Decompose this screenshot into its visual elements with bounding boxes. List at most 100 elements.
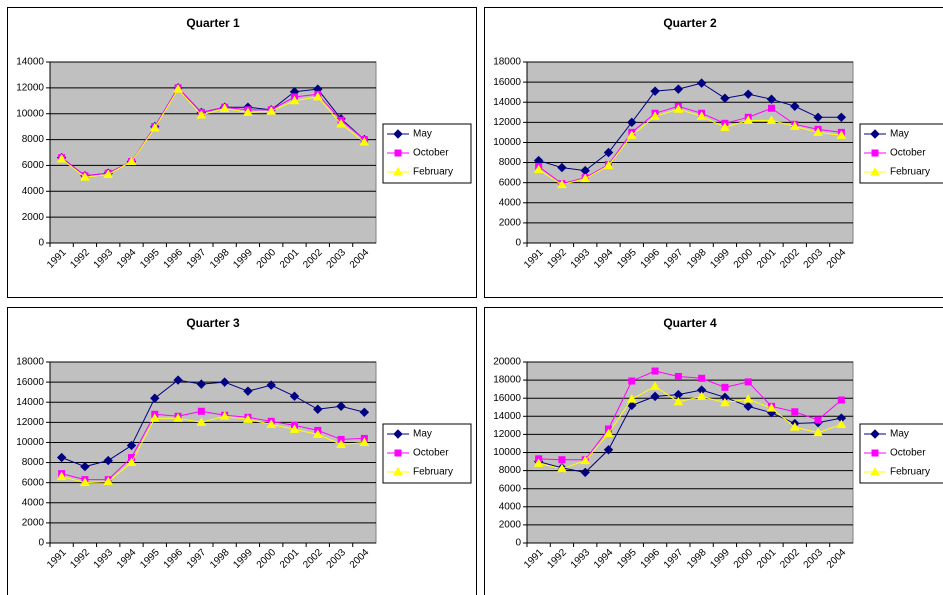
marker [721, 383, 729, 391]
marker [393, 429, 403, 439]
marker [696, 391, 707, 400]
marker [673, 104, 684, 113]
marker [651, 367, 659, 375]
plot-area [49, 361, 377, 544]
marker [103, 455, 113, 466]
series-line [538, 385, 842, 470]
marker [791, 408, 799, 416]
y-tick-label: 4000 [499, 197, 522, 208]
y-tick-label: 4000 [22, 186, 45, 197]
y-tick-label: 6000 [22, 160, 45, 171]
series-line [538, 108, 842, 186]
series-line [538, 82, 842, 172]
marker [243, 414, 253, 423]
legend-label: October [890, 448, 926, 459]
marker [650, 111, 660, 120]
marker [289, 95, 300, 105]
series-line [61, 410, 365, 481]
marker [789, 422, 800, 431]
marker [743, 401, 753, 412]
marker [149, 413, 160, 422]
marker [744, 378, 752, 386]
marker [673, 396, 684, 406]
marker [768, 104, 775, 112]
y-tick-label: 12000 [16, 417, 44, 428]
marker [871, 149, 879, 157]
marker [126, 440, 137, 451]
marker [627, 400, 637, 411]
y-tick-label: 2000 [22, 212, 45, 223]
chart-panel: Quarter 1 0 2000 4000 6000 8000 10000 12000 1400… [7, 7, 477, 298]
chart-panel: Quarter 4 0 2000 4000 6000 8000 10000 12000 1400… [484, 307, 943, 595]
marker [219, 103, 230, 113]
marker [243, 386, 253, 396]
marker [243, 107, 253, 116]
marker [603, 445, 614, 455]
plot-area [49, 61, 377, 244]
marker [580, 173, 591, 183]
marker [814, 416, 822, 424]
marker [766, 115, 777, 124]
marker [56, 452, 67, 463]
marker [674, 372, 682, 380]
y-tick-label: 18000 [16, 357, 44, 368]
marker [673, 84, 684, 94]
chart-panel: Quarter 3 0 2000 4000 6000 8000 10000 12000 1400… [7, 307, 477, 595]
marker [743, 115, 754, 124]
legend-label: October [413, 148, 449, 159]
marker [626, 394, 637, 403]
marker [580, 455, 591, 465]
marker [650, 381, 660, 390]
y-tick-label: 16000 [493, 77, 521, 88]
marker [790, 101, 800, 111]
series-line [61, 87, 365, 177]
y-tick-label: 4000 [499, 501, 522, 512]
marker [870, 166, 880, 176]
marker [696, 111, 707, 120]
marker [603, 428, 614, 437]
marker [720, 397, 730, 407]
marker [394, 449, 402, 457]
marker [219, 377, 230, 387]
marker [628, 377, 636, 385]
marker [393, 129, 403, 139]
y-tick-label: 6000 [22, 477, 45, 488]
y-tick-label: 10000 [493, 447, 521, 458]
marker [197, 407, 205, 415]
marker [173, 375, 183, 385]
series-line [61, 88, 365, 178]
y-tick-label: 18000 [493, 57, 521, 68]
y-tick-label: 0 [515, 238, 521, 249]
marker [533, 164, 544, 174]
marker [149, 122, 160, 132]
legend-label: October [413, 448, 449, 459]
marker [870, 429, 880, 439]
marker [813, 112, 823, 123]
y-tick-label: 2000 [499, 520, 522, 531]
series-line [538, 105, 842, 185]
legend-label: May [413, 429, 432, 440]
y-tick-label: 6000 [499, 483, 522, 494]
y-tick-label: 16000 [16, 377, 44, 388]
marker [336, 401, 346, 411]
marker [80, 172, 90, 181]
marker [289, 424, 300, 433]
plot-area [526, 61, 854, 244]
series-line [61, 415, 365, 484]
marker [696, 78, 707, 88]
marker [336, 119, 346, 128]
legend-label: October [890, 148, 926, 159]
y-tick-label: 18000 [493, 375, 521, 386]
marker [650, 86, 660, 96]
marker [837, 396, 845, 404]
series-line [538, 370, 842, 461]
y-tick-label: 2000 [499, 218, 522, 229]
marker [196, 379, 207, 389]
marker [266, 380, 276, 390]
marker [80, 477, 90, 487]
marker [580, 467, 590, 478]
chart-title: Quarter 4 [663, 316, 717, 330]
marker [126, 156, 137, 166]
marker [627, 117, 637, 128]
